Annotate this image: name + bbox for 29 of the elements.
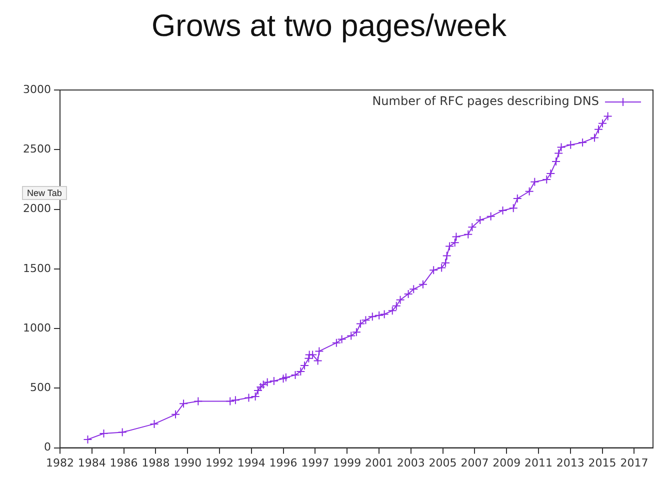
x-tick-label: 1999 bbox=[333, 456, 362, 470]
y-tick-label: 500 bbox=[30, 381, 51, 394]
x-tick-label: 2013 bbox=[556, 456, 584, 470]
x-tick-label: 1988 bbox=[142, 456, 170, 470]
x-tick-label: 2015 bbox=[588, 456, 616, 470]
chart-title: Grows at two pages/week bbox=[150, 8, 508, 44]
x-tick-label: 1996 bbox=[269, 456, 298, 470]
annotation: New Tab bbox=[22, 186, 67, 200]
y-tick-label: 0 bbox=[44, 440, 51, 454]
y-tick-label: 2500 bbox=[22, 142, 51, 156]
y-tick-label: 1500 bbox=[22, 262, 51, 275]
y-tick-label: 3000 bbox=[22, 82, 51, 96]
x-tick-label: 1994 bbox=[237, 456, 266, 470]
x-tick-label: 1997 bbox=[301, 456, 330, 470]
x-tick-label: 2001 bbox=[365, 456, 393, 470]
x-tick-label: 2005 bbox=[428, 456, 457, 470]
y-tick-label: 1000 bbox=[22, 321, 51, 334]
x-tick-label: 2011 bbox=[524, 456, 553, 470]
legend-label: Number of RFC pages describing DNS bbox=[372, 94, 599, 108]
x-tick-label: 1984 bbox=[78, 456, 106, 470]
y-tick-label: 2000 bbox=[22, 202, 51, 216]
x-tick-label: 2007 bbox=[460, 456, 489, 470]
x-tick-label: 1982 bbox=[46, 456, 74, 470]
x-tick-label: 1992 bbox=[206, 456, 234, 470]
x-tick-label: 2003 bbox=[396, 456, 425, 470]
x-tick-label: 1986 bbox=[110, 456, 138, 470]
x-tick-label: 2009 bbox=[492, 456, 521, 470]
x-tick-label: 1990 bbox=[174, 456, 202, 470]
x-tick-label: 2017 bbox=[620, 456, 648, 470]
